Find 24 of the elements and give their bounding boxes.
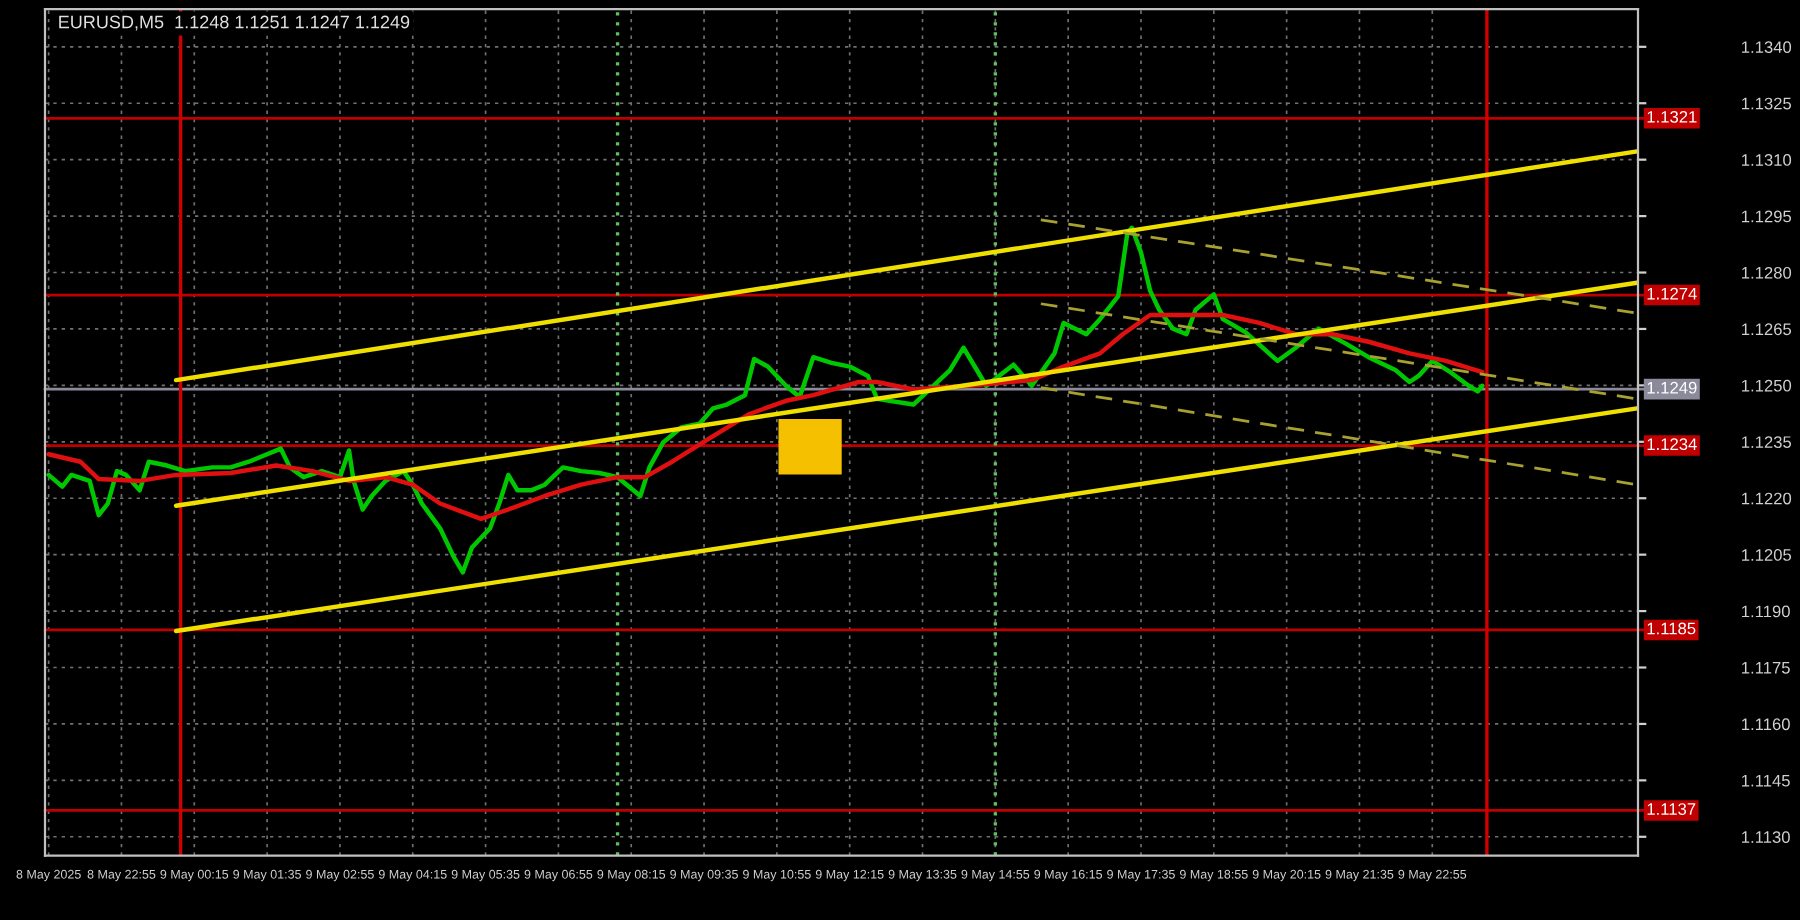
line-series	[46, 312, 1485, 522]
ref-line-label: 1.1321	[1647, 110, 1697, 123]
y-tick-label: 1.1280	[1742, 266, 1792, 279]
y-tick-label: 1.1295	[1742, 210, 1792, 223]
ref-line-label: 1.1185	[1647, 622, 1696, 635]
y-tick-label: 1.1250	[1742, 379, 1792, 392]
y-tick-label: 1.1145	[1742, 774, 1790, 787]
ref-line-label: 1.1234	[1647, 438, 1697, 451]
y-tick-label: 1.1130	[1742, 831, 1790, 843]
ref-line-label: 1.1137	[1647, 803, 1696, 815]
chart-title: EURUSD,M5 1.1248 1.1251 1.1247 1.1249	[59, 15, 410, 31]
y-tick-label: 1.1205	[1742, 549, 1792, 561]
y-tick-label: 1.1235	[1742, 436, 1792, 449]
ref-line-label: 1.1249	[1647, 381, 1697, 394]
y-tick-label: 1.1340	[1742, 41, 1792, 54]
line-series	[46, 225, 1485, 575]
y-tick-label: 1.1190	[1742, 605, 1790, 618]
y-tick-label: 1.1220	[1742, 492, 1792, 505]
y-tick-label: 1.1265	[1742, 323, 1792, 336]
y-tick-label: 1.1175	[1742, 662, 1790, 674]
y-tick-label: 1.1160	[1742, 718, 1790, 731]
y-tick-label: 1.1325	[1742, 97, 1792, 110]
y-tick-label: 1.1310	[1742, 154, 1792, 166]
ref-line-label: 1.1274	[1647, 287, 1697, 300]
